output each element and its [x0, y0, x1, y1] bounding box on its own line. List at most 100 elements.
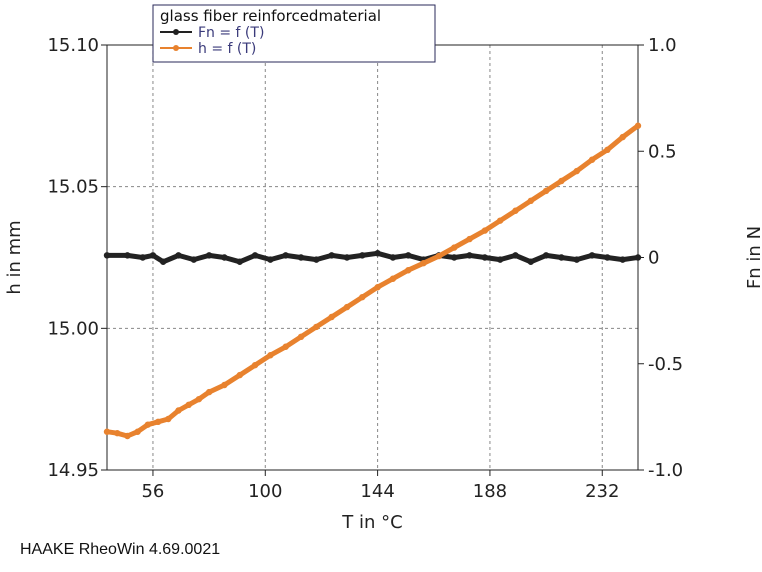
- data-point: [558, 177, 565, 185]
- data-point: [139, 254, 146, 261]
- data-point: [420, 259, 427, 267]
- data-point: [542, 187, 550, 195]
- data-point: [149, 252, 157, 259]
- data-point: [236, 258, 243, 265]
- series-fn: [103, 250, 642, 265]
- data-point: [496, 217, 504, 224]
- x-tick-label: 56: [141, 481, 164, 502]
- y-left-tick-label: 15.10: [47, 35, 99, 56]
- x-tick-label: 100: [248, 481, 282, 502]
- data-point: [297, 254, 305, 261]
- data-point: [450, 244, 458, 251]
- data-point: [466, 252, 473, 259]
- data-point: [297, 333, 305, 341]
- data-point: [267, 352, 274, 359]
- data-point: [634, 122, 642, 129]
- data-point: [103, 428, 111, 435]
- y-right-tick-label: 0: [648, 248, 659, 269]
- data-point: [165, 415, 172, 423]
- series-h: [103, 122, 642, 440]
- y-left-tick-label: 15.00: [47, 318, 99, 339]
- data-point: [389, 254, 397, 261]
- data-point: [190, 256, 197, 263]
- data-point: [282, 252, 289, 259]
- x-tick-label: 232: [585, 481, 619, 502]
- data-point: [512, 252, 519, 259]
- y-right-tick-label: 1.0: [648, 35, 677, 56]
- axis-ticks: 56 100 144 188 232 14.95 15.00 15.05 15.10 -1.0 -0…: [47, 35, 683, 502]
- data-point: [604, 254, 611, 261]
- data-point: [134, 428, 141, 435]
- data-point: [313, 256, 320, 263]
- y-right-tick-label: -0.5: [648, 354, 683, 375]
- data-point: [542, 252, 550, 259]
- data-point: [588, 252, 596, 259]
- data-point: [124, 252, 131, 259]
- data-point: [496, 256, 504, 263]
- series-layer: [103, 122, 642, 440]
- data-point: [251, 361, 259, 369]
- x-axis-label: T in °C: [341, 512, 402, 533]
- data-point: [604, 146, 611, 154]
- data-point: [359, 252, 366, 259]
- data-point: [328, 313, 335, 321]
- y-right-tick-label: -1.0: [648, 460, 683, 481]
- data-point: [251, 252, 259, 259]
- data-point: [405, 252, 412, 259]
- data-point: [267, 256, 274, 263]
- data-point: [466, 235, 473, 243]
- data-point: [221, 381, 228, 389]
- legend: glass fiber reinforcedmaterial Fn = f (T…: [152, 4, 436, 63]
- data-point: [205, 388, 213, 396]
- data-point: [619, 133, 626, 141]
- data-point: [195, 395, 203, 403]
- data-point: [435, 252, 443, 260]
- data-point: [159, 258, 167, 265]
- data-point: [374, 284, 381, 291]
- x-tick-label: 144: [360, 481, 394, 502]
- data-point: [221, 254, 228, 261]
- data-point: [185, 401, 192, 409]
- x-tick-label: 188: [473, 481, 507, 502]
- data-point: [450, 254, 458, 261]
- data-point: [527, 197, 534, 205]
- data-point: [588, 156, 596, 163]
- y-left-tick-label: 14.95: [47, 460, 99, 481]
- data-point: [527, 258, 534, 265]
- data-point: [236, 371, 243, 379]
- legend-swatch-marker: [173, 29, 179, 35]
- series-line: [104, 123, 641, 439]
- data-point: [573, 167, 580, 175]
- data-point: [175, 252, 182, 259]
- data-point: [114, 429, 121, 437]
- data-point: [343, 254, 351, 261]
- y-left-tick-label: 15.05: [47, 177, 99, 198]
- data-point: [124, 432, 131, 440]
- legend-title: glass fiber reinforcedmaterial: [160, 7, 381, 25]
- data-point: [359, 293, 366, 301]
- data-point: [619, 256, 626, 263]
- data-point: [154, 418, 162, 426]
- data-point: [573, 256, 580, 263]
- legend-box: [152, 4, 436, 63]
- data-point: [343, 303, 351, 311]
- y-axis-left-label: h in mm: [4, 220, 25, 294]
- data-point: [481, 227, 489, 234]
- data-point: [103, 252, 111, 259]
- data-point: [282, 343, 289, 350]
- data-point: [405, 267, 412, 274]
- data-point: [313, 323, 320, 331]
- data-point: [175, 407, 182, 414]
- data-point: [558, 254, 565, 261]
- data-point: [205, 252, 213, 259]
- data-point: [512, 207, 519, 214]
- data-point: [389, 275, 397, 282]
- y-right-tick-label: 0.5: [648, 141, 677, 162]
- data-point: [374, 250, 381, 257]
- data-point: [144, 421, 152, 428]
- legend-swatch-marker: [173, 45, 179, 51]
- y-axis-right-label: Fn in N: [744, 226, 762, 289]
- legend-entry-label: h = f (T): [198, 41, 256, 57]
- software-version: HAAKE RheoWin 4.69.0021: [20, 541, 221, 558]
- data-point: [481, 254, 489, 261]
